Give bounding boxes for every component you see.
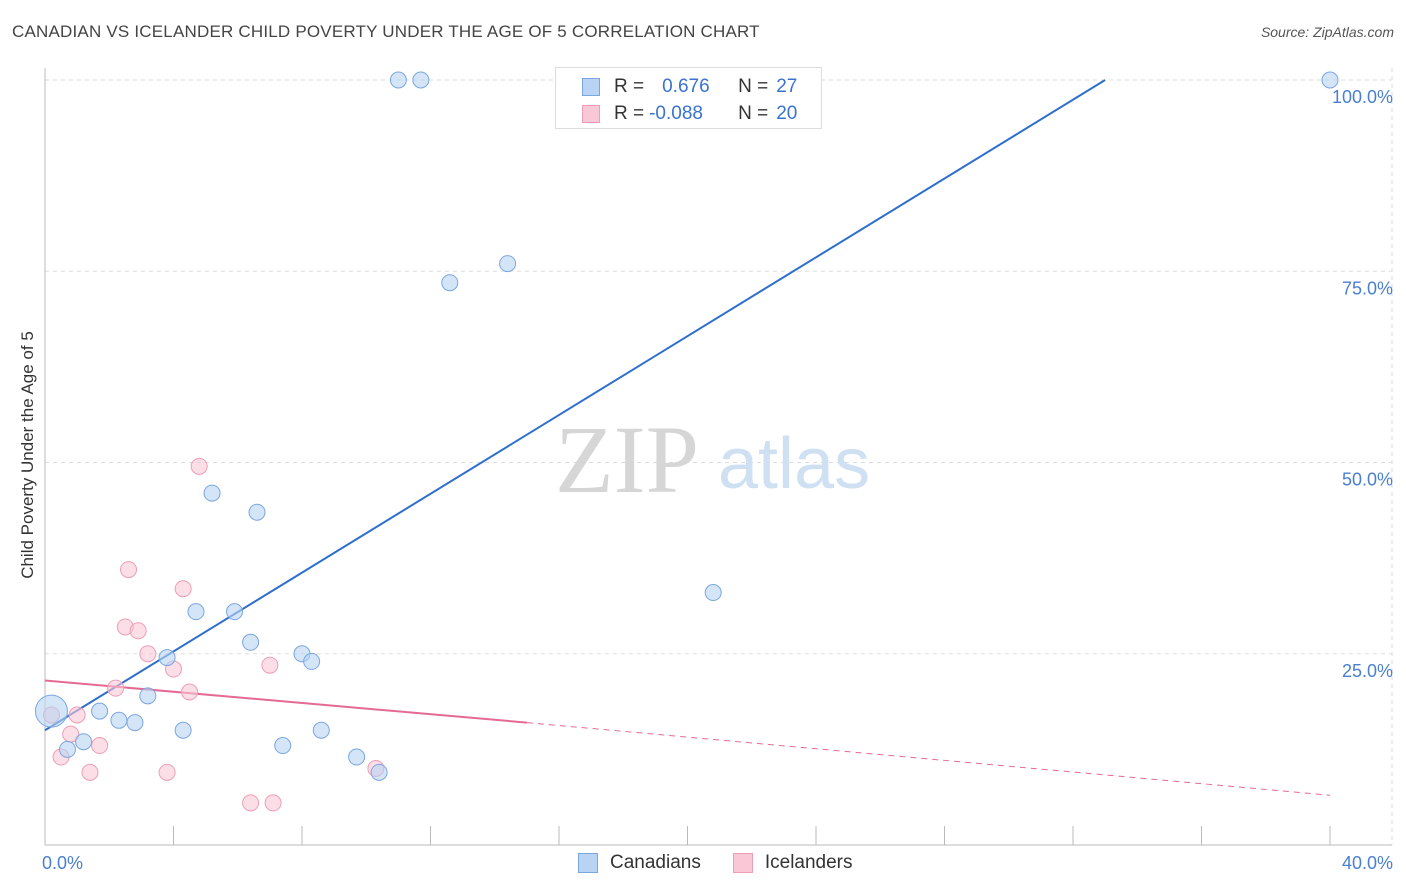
icelander-point (91, 737, 109, 755)
chart-title: CANADIAN VS ICELANDER CHILD POVERTY UNDE… (12, 22, 760, 41)
icelander-point (158, 763, 176, 781)
pink-swatch (732, 853, 753, 873)
n-label: N = (738, 103, 769, 124)
series-legend: Canadians Icelanders (578, 852, 885, 874)
canadian-point (441, 274, 459, 292)
legend-label-icelanders: Icelanders (764, 852, 853, 873)
legend-item-icelanders: Icelanders (732, 852, 853, 874)
legend-row-icelanders: R = -0.088 N = 20 (582, 102, 797, 126)
icelanders-trendline-extension (526, 722, 1331, 796)
r-value: -0.088 (649, 103, 703, 124)
icelander-point (174, 580, 192, 598)
y-tick-label: 50.0% (1342, 470, 1393, 490)
tick-labels: 0.0% 40.0% 25.0% 50.0% 75.0% 100.0% (42, 87, 1393, 873)
y-tick-label: 75.0% (1342, 278, 1393, 298)
canadian-point (312, 721, 330, 739)
canadian-point (187, 603, 205, 621)
canadian-point (75, 733, 93, 751)
icelander-point (107, 679, 125, 697)
canadian-point (226, 603, 244, 621)
canadian-point (248, 503, 266, 521)
data-points (34, 71, 1339, 812)
grid-lines (45, 68, 1393, 845)
icelander-point (261, 656, 279, 674)
icelander-point (190, 457, 208, 475)
trendlines (44, 79, 1331, 796)
legend-label-canadians: Canadians (610, 852, 701, 873)
y-tick-label: 100.0% (1332, 87, 1393, 107)
canadian-point (242, 633, 260, 651)
n-label: N = (738, 76, 769, 97)
canadian-point (58, 740, 76, 758)
canadian-point (158, 649, 176, 667)
y-tick-label: 25.0% (1342, 661, 1393, 681)
canadian-point (110, 711, 128, 729)
watermark-atlas: atlas (718, 424, 870, 504)
blue-swatch (578, 853, 598, 873)
icelander-point (120, 561, 138, 579)
n-value: 27 (776, 76, 798, 97)
icelanders-trendline (44, 679, 527, 724)
canadian-point (174, 721, 192, 739)
canadian-point (303, 652, 321, 670)
watermark-zip: ZIP (555, 406, 699, 513)
icelander-point (242, 794, 260, 812)
canadian-point (203, 484, 221, 502)
pink-swatch (582, 105, 600, 123)
r-label: R = (614, 76, 645, 97)
canadian-point (704, 584, 722, 602)
r-value: 0.676 (662, 76, 710, 97)
icelander-point (139, 645, 157, 663)
blue-swatch (582, 78, 600, 96)
canadian-point (370, 763, 388, 781)
canadian-point-large (34, 694, 68, 728)
n-value: 20 (776, 103, 798, 124)
source-credit: Source: ZipAtlas.com (1260, 24, 1394, 40)
canadian-point (389, 71, 407, 89)
icelander-point (129, 622, 147, 640)
icelander-point (68, 706, 86, 724)
canadian-point (499, 255, 517, 273)
canadian-point (91, 702, 109, 720)
icelander-point (81, 763, 99, 781)
x-tick-label: 40.0% (1342, 853, 1393, 873)
correlation-legend: R = 0.676 N = 27 R = -0.088 N = 20 (555, 67, 822, 129)
canadian-point (348, 748, 366, 766)
icelander-point (264, 794, 282, 812)
legend-item-canadians: Canadians (578, 852, 701, 874)
canadian-point (126, 714, 144, 732)
canadian-point (412, 71, 430, 89)
canadian-point (274, 737, 292, 755)
legend-row-canadians: R = 0.676 N = 27 (582, 75, 797, 99)
x-tick-label: 0.0% (42, 853, 83, 873)
canadian-point (139, 687, 157, 705)
icelander-point (181, 683, 199, 701)
canadian-point (1321, 71, 1339, 89)
r-label: R = (614, 103, 645, 124)
canadians-trendline (44, 79, 1106, 732)
